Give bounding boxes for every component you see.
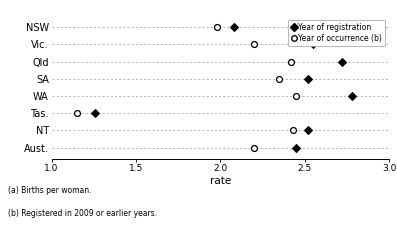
Point xyxy=(231,25,237,29)
Point xyxy=(349,94,355,98)
Point xyxy=(214,25,220,29)
Point xyxy=(305,129,311,132)
Point xyxy=(74,111,80,115)
Legend: Year of registration, Year of occurrence (b): Year of registration, Year of occurrence… xyxy=(288,20,385,46)
Point xyxy=(339,60,345,63)
Point xyxy=(290,129,296,132)
X-axis label: rate: rate xyxy=(210,175,231,185)
Point xyxy=(293,94,299,98)
Text: (a) Births per woman.: (a) Births per woman. xyxy=(8,186,91,195)
Point xyxy=(305,77,311,81)
Point xyxy=(288,60,294,63)
Point xyxy=(310,42,316,46)
Point xyxy=(251,146,257,150)
Text: (b) Registered in 2009 or earlier years.: (b) Registered in 2009 or earlier years. xyxy=(8,209,157,218)
Point xyxy=(276,77,283,81)
Point xyxy=(92,111,99,115)
Point xyxy=(251,42,257,46)
Point xyxy=(293,146,299,150)
